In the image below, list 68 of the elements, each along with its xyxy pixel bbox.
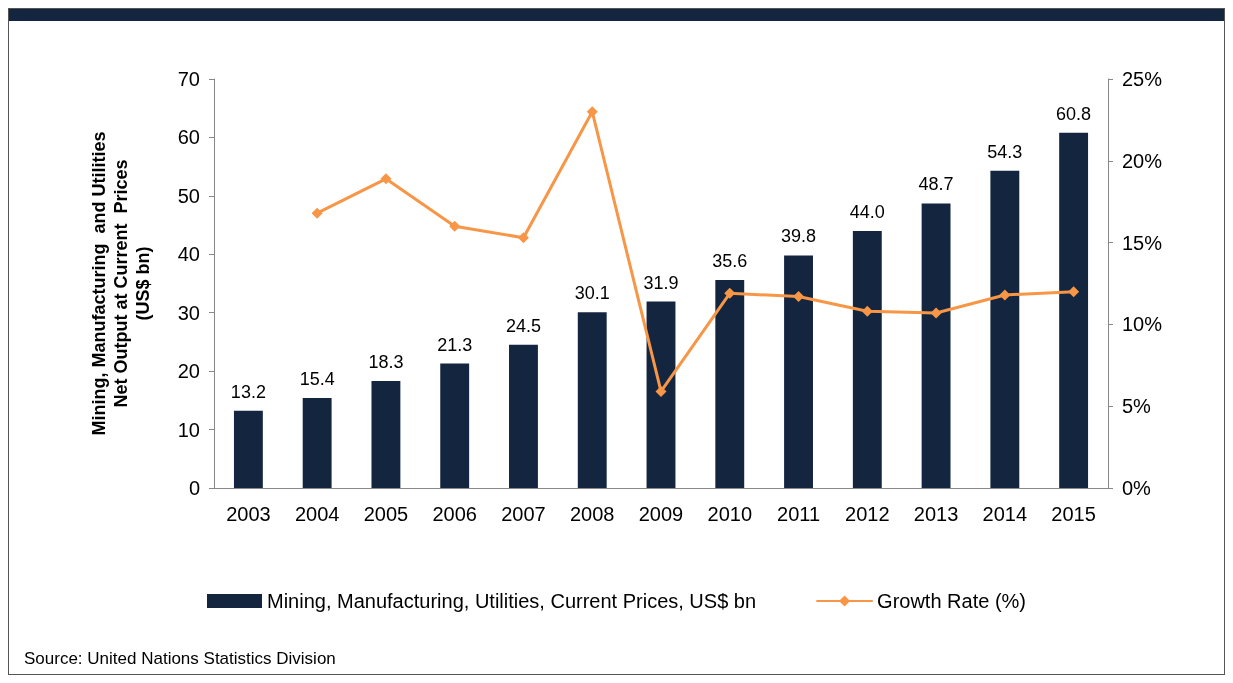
data-label: 35.6 bbox=[712, 250, 748, 271]
x-tick-label: 2004 bbox=[294, 503, 340, 525]
y-tick-label: 70 bbox=[177, 68, 200, 90]
y-axis-title: Mining, Manufacturing and Utilities Net Output at Current Prices (US$ bn) bbox=[89, 131, 153, 436]
data-label: 54.3 bbox=[987, 141, 1023, 162]
x-tick-label: 2009 bbox=[638, 503, 684, 525]
data-label: 30.1 bbox=[574, 283, 610, 304]
bar bbox=[852, 230, 882, 488]
data-label: 13.2 bbox=[230, 381, 266, 402]
data-label: 60.8 bbox=[1056, 103, 1092, 124]
x-tick-label: 2005 bbox=[363, 503, 409, 525]
y-tick-label: 60 bbox=[177, 126, 200, 149]
data-label: 31.9 bbox=[643, 272, 679, 293]
y-tick-label: 50 bbox=[177, 184, 200, 207]
bar bbox=[646, 301, 676, 488]
x-tick-label: 2013 bbox=[913, 503, 959, 525]
bar bbox=[921, 203, 951, 488]
y-tick-label: 30 bbox=[177, 301, 200, 324]
y2-tick-label: 5% bbox=[1122, 395, 1152, 418]
y2-tick-label: 20% bbox=[1122, 149, 1163, 172]
x-tick-label: 2015 bbox=[1051, 503, 1096, 525]
x-tick-label: 2010 bbox=[707, 503, 753, 525]
y-tick-label: 40 bbox=[177, 243, 200, 266]
bar bbox=[371, 381, 401, 488]
bar bbox=[577, 312, 607, 488]
x-tick-label: 2012 bbox=[845, 503, 890, 525]
point bbox=[1068, 286, 1080, 298]
data-label: 39.8 bbox=[781, 226, 817, 247]
bar bbox=[509, 344, 538, 488]
bar bbox=[715, 279, 745, 488]
data-label: 15.4 bbox=[299, 369, 335, 390]
bar bbox=[784, 255, 813, 488]
legend-label: Growth Rate (%) bbox=[877, 590, 1027, 612]
point bbox=[586, 106, 598, 118]
bar bbox=[440, 363, 470, 488]
y2-tick-label: 15% bbox=[1122, 231, 1163, 254]
data-label: 48.7 bbox=[918, 174, 954, 195]
point bbox=[861, 305, 873, 317]
y-tick-label: 20 bbox=[177, 360, 200, 383]
legend-label: Mining, Manufacturing, Utilities, Current Prices, US$ bn bbox=[267, 590, 757, 612]
point bbox=[380, 173, 392, 185]
x-tick-label: 2014 bbox=[982, 503, 1028, 525]
bar bbox=[302, 398, 332, 488]
y2-tick-label: 10% bbox=[1122, 313, 1163, 336]
point bbox=[655, 385, 667, 397]
point bbox=[449, 220, 461, 232]
point bbox=[793, 291, 805, 303]
point bbox=[311, 207, 323, 219]
data-label: 44.0 bbox=[849, 201, 885, 222]
x-tick-label: 2008 bbox=[569, 503, 615, 525]
y-tick-label: 10 bbox=[177, 418, 200, 441]
x-tick-label: 2003 bbox=[226, 503, 271, 525]
point bbox=[930, 307, 942, 319]
y-tick-label: 0 bbox=[188, 477, 200, 499]
bar bbox=[1059, 132, 1089, 488]
point bbox=[999, 289, 1011, 301]
x-tick-label: 2011 bbox=[777, 503, 821, 525]
x-tick-label: 2006 bbox=[432, 503, 477, 525]
data-label: 21.3 bbox=[437, 334, 473, 355]
source-note: Source: United Nations Statistics Division bbox=[24, 649, 336, 668]
bar bbox=[233, 410, 263, 488]
data-label: 24.5 bbox=[505, 315, 541, 336]
bar bbox=[990, 170, 1020, 488]
point bbox=[517, 232, 529, 244]
y2-tick-label: 25% bbox=[1122, 68, 1163, 90]
x-tick-label: 2007 bbox=[501, 503, 546, 525]
y2-tick-label: 0% bbox=[1122, 477, 1152, 499]
data-label: 18.3 bbox=[368, 352, 404, 373]
